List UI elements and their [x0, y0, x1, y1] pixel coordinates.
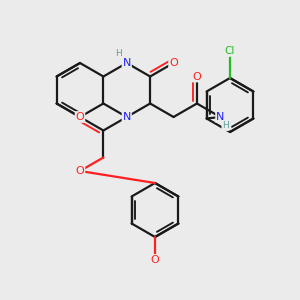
Text: H: H [222, 122, 229, 130]
Text: O: O [76, 112, 84, 122]
Text: O: O [169, 58, 178, 68]
Text: O: O [151, 255, 159, 265]
Text: O: O [193, 71, 201, 82]
Text: N: N [123, 112, 131, 122]
Text: N: N [216, 112, 224, 122]
Text: N: N [123, 58, 131, 68]
Text: O: O [76, 166, 84, 176]
Text: H: H [116, 50, 122, 58]
Text: Cl: Cl [225, 46, 235, 56]
